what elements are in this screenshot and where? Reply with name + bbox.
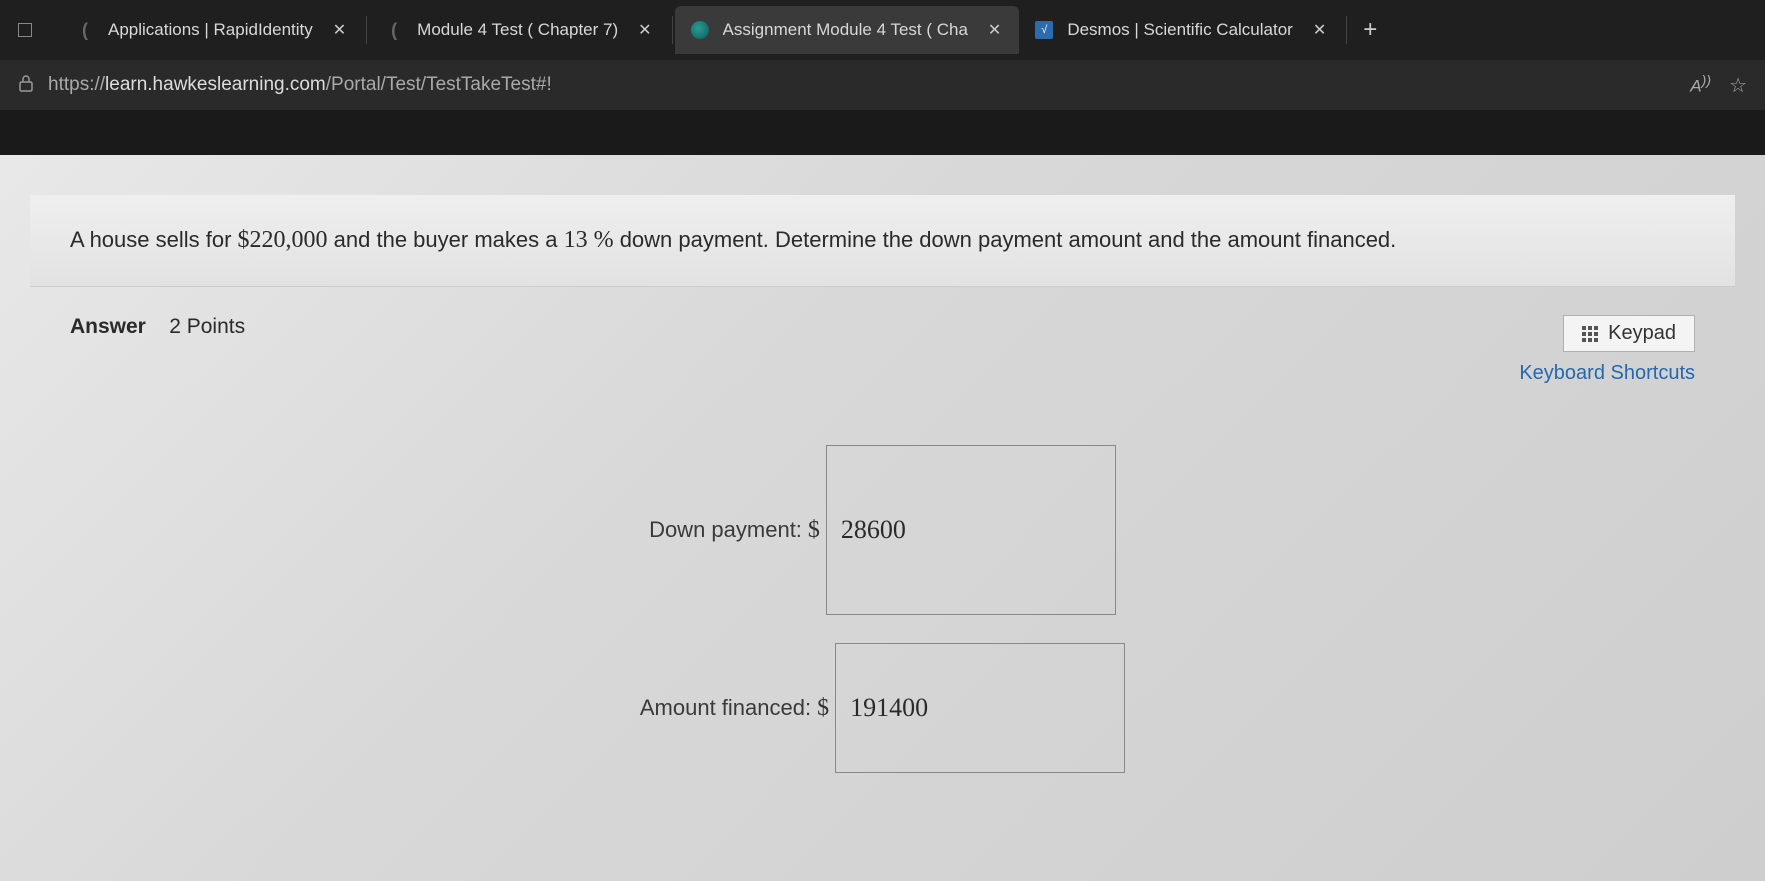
window-restore-button[interactable] [10,15,40,45]
answer-title: Answer 2 Points [70,315,245,339]
answer-section: Answer 2 Points Keypad Keyboard Shortcut… [30,287,1735,773]
tab-desmos[interactable]: √ Desmos | Scientific Calculator ✕ [1019,6,1344,54]
tab-bar: ( Applications | RapidIdentity ✕ ( Modul… [0,0,1765,60]
url-domain: learn.hawkeslearning.com [105,74,326,95]
close-tab-button[interactable]: ✕ [636,18,653,42]
favicon-generic-icon: ( [76,21,94,39]
amount-financed-row: Amount financed: $ [640,643,1125,773]
close-tab-button[interactable]: ✕ [1311,18,1328,42]
keypad-label: Keypad [1608,322,1676,345]
read-aloud-icon[interactable]: A)) [1690,73,1711,97]
question-price: $220,000 [238,227,328,253]
favicon-generic-icon: ( [385,21,403,39]
dollar-sign: $ [817,695,829,722]
dollar-sign: $ [808,517,820,544]
answer-label: Answer [70,315,146,338]
tab-separator [1346,16,1347,44]
tab-label: Module 4 Test ( Chapter 7) [417,20,618,40]
tab-applications[interactable]: ( Applications | RapidIdentity ✕ [60,6,364,54]
question-text: A house sells for $220,000 and the buyer… [30,195,1735,287]
tab-label: Desmos | Scientific Calculator [1067,20,1293,40]
close-tab-button[interactable]: ✕ [331,18,348,42]
amount-financed-input[interactable] [835,643,1125,773]
tab-separator [672,16,673,44]
question-part: A house sells for [70,227,238,252]
url-path: /Portal/Test/TestTakeTest#! [326,74,552,95]
down-payment-row: Down payment: $ [649,445,1116,615]
answer-header: Answer 2 Points Keypad Keyboard Shortcut… [70,315,1695,385]
keypad-area: Keypad Keyboard Shortcuts [1519,315,1695,385]
down-payment-input[interactable] [826,445,1116,615]
tab-module4-test[interactable]: ( Module 4 Test ( Chapter 7) ✕ [369,6,669,54]
address-right-controls: A)) ☆ [1690,73,1747,98]
restore-icon [18,23,32,37]
favorite-icon[interactable]: ☆ [1729,73,1747,98]
tab-assignment-active[interactable]: Assignment Module 4 Test ( Cha ✕ [675,6,1020,54]
keypad-icon [1582,326,1598,342]
new-tab-button[interactable]: + [1349,16,1391,44]
lock-icon[interactable] [18,74,34,96]
amount-financed-label: Amount financed: [640,695,811,721]
url-prefix: https:// [48,74,105,95]
tab-label: Applications | RapidIdentity [108,20,313,40]
keypad-button[interactable]: Keypad [1563,315,1695,352]
tab-label: Assignment Module 4 Test ( Cha [723,20,968,40]
question-part: and the buyer makes a [328,227,564,252]
close-tab-button[interactable]: ✕ [986,18,1003,42]
url-field[interactable]: https://learn.hawkeslearning.com/Portal/… [48,74,1676,96]
answer-points: 2 Points [169,315,245,338]
keyboard-shortcuts-link[interactable]: Keyboard Shortcuts [1519,362,1695,385]
down-payment-label: Down payment: [649,517,802,543]
question-part: down payment. Determine the down payment… [614,227,1397,252]
inputs-area: Down payment: $ Amount financed: $ [70,445,1695,773]
page-content: A house sells for $220,000 and the buyer… [0,155,1765,881]
favicon-desmos-icon: √ [1035,21,1053,39]
favicon-hawkes-icon [691,21,709,39]
question-percent: 13 % [564,227,614,253]
tab-separator [366,16,367,44]
browser-chrome: ( Applications | RapidIdentity ✕ ( Modul… [0,0,1765,155]
address-bar: https://learn.hawkeslearning.com/Portal/… [0,60,1765,110]
